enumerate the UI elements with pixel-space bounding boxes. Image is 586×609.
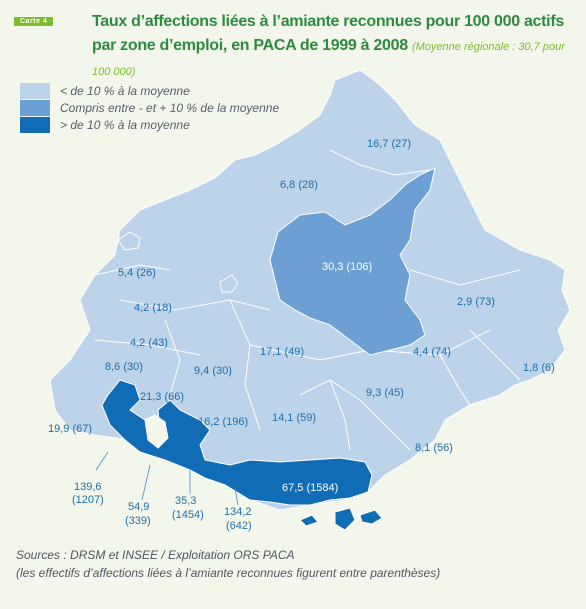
svg-text:8,1 (56): 8,1 (56): [415, 442, 453, 454]
zone-rate: 139,6: [74, 481, 102, 493]
zone-rate: 9,4: [194, 365, 209, 377]
svg-text:1,8 (6): 1,8 (6): [523, 362, 555, 374]
title-text: Taux d’affections liées à l’amiante reco…: [92, 13, 564, 54]
zone-rate: 16,7: [367, 138, 388, 150]
zone-rate: 67,5: [282, 482, 303, 494]
zone-rate: 21,3: [140, 391, 161, 403]
zone-count: (73): [475, 296, 495, 308]
legend-item-average: Compris entre - et + 10 % de la moyenne: [20, 99, 279, 116]
carte-badge: Carte 4: [14, 17, 54, 26]
zone-count: (1207): [72, 494, 104, 506]
zone-count: (339): [125, 515, 151, 527]
svg-text:30,3 (106): 30,3 (106): [322, 261, 372, 273]
svg-text:16,2 (196): 16,2 (196): [198, 416, 248, 428]
zone-rate: 14,1: [272, 412, 293, 424]
svg-text:21,3 (66): 21,3 (66): [140, 391, 184, 403]
zone-rate: 8,6: [105, 361, 120, 373]
zone-rate: 19,9: [48, 423, 69, 435]
zone-rate: 1,8: [523, 362, 538, 374]
zone-borders: [94, 149, 521, 451]
svg-text:4,2 (43): 4,2 (43): [130, 337, 168, 349]
leader-lines: [95, 451, 239, 506]
zone-rate: 5,4: [118, 267, 133, 279]
zone-count: (66): [164, 391, 184, 403]
legend-item-above: > de 10 % à la moyenne: [20, 116, 279, 133]
zone-labels: 16,7 (27) 6,8 (28) 30,3 (106) 5,4 (26) 4…: [48, 138, 555, 532]
sources-footnote: (les effectifs d’affections liées à l’am…: [16, 566, 441, 580]
zone-rate: 35,3: [175, 495, 196, 507]
islet-shape: [117, 231, 141, 251]
zone-count: (1584): [306, 482, 338, 494]
zone-count: (56): [433, 442, 453, 454]
zone-count: (67): [72, 423, 92, 435]
zone-count: (18): [152, 302, 172, 314]
zone-dark-shapes: [101, 379, 383, 531]
zone-rate: 134,2: [224, 506, 252, 518]
zone-count: (27): [391, 138, 411, 150]
zone-count: (59): [296, 412, 316, 424]
zone-rate: 9,3: [366, 387, 381, 399]
legend-swatch-light: [20, 82, 50, 99]
svg-text:19,9 (67): 19,9 (67): [48, 423, 92, 435]
enclave-shape: [219, 274, 239, 293]
zone-rate: 30,3: [322, 261, 343, 273]
zone-count: (28): [298, 179, 318, 191]
svg-text:17,1 (49): 17,1 (49): [260, 346, 304, 358]
etang-de-berre: [144, 414, 169, 449]
svg-text:16,7 (27): 16,7 (27): [367, 138, 411, 150]
sources-note: Sources : DRSM et INSEE / Exploitation O…: [16, 546, 440, 582]
legend-swatch-medium: [20, 99, 50, 116]
zone-count: (26): [136, 267, 156, 279]
svg-text:4,2 (18): 4,2 (18): [134, 302, 172, 314]
zone-count: (49): [284, 346, 304, 358]
zone-count: (45): [384, 387, 404, 399]
zone-medium-shape: [269, 167, 436, 356]
sources-line: Sources : DRSM et INSEE / Exploitation O…: [16, 548, 295, 562]
zone-count: (30): [123, 361, 143, 373]
zone-count: (74): [431, 346, 451, 358]
map-subtitle: (Moyenne régionale : 30,7 pour 100 000): [92, 41, 565, 78]
svg-text:2,9 (73): 2,9 (73): [457, 296, 495, 308]
zone-rate: 54,9: [128, 501, 149, 513]
svg-text:4,4 (74): 4,4 (74): [413, 346, 451, 358]
legend-swatch-dark: [20, 116, 50, 133]
svg-text:6,8 (28): 6,8 (28): [280, 179, 318, 191]
map-title: Taux d’affections liées à l’amiante reco…: [92, 10, 572, 84]
zone-count: (642): [226, 520, 252, 532]
zone-rate: 4,4: [413, 346, 428, 358]
zone-count: (106): [346, 261, 372, 273]
zone-count: (43): [148, 337, 168, 349]
zone-count: (196): [222, 416, 248, 428]
zone-rate: 4,2: [130, 337, 145, 349]
zone-rate: 6,8: [280, 179, 295, 191]
legend: < de 10 % à la moyenne Compris entre - e…: [20, 82, 279, 133]
zone-rate: 17,1: [260, 346, 281, 358]
zone-rate: 4,2: [134, 302, 149, 314]
svg-text:9,4 (30): 9,4 (30): [194, 365, 232, 377]
zone-count: (6): [541, 362, 554, 374]
zone-count: (30): [212, 365, 232, 377]
zone-rate: 16,2: [198, 416, 219, 428]
svg-text:14,1 (59): 14,1 (59): [272, 412, 316, 424]
legend-label-average: Compris entre - et + 10 % de la moyenne: [60, 100, 280, 115]
legend-label-above: > de 10 % à la moyenne: [60, 117, 190, 132]
legend-label-below: < de 10 % à la moyenne: [60, 83, 190, 98]
legend-item-below: < de 10 % à la moyenne: [20, 82, 279, 99]
svg-text:5,4 (26): 5,4 (26): [118, 267, 156, 279]
zone-rate: 2,9: [457, 296, 472, 308]
svg-text:9,3 (45): 9,3 (45): [366, 387, 404, 399]
svg-text:8,6 (30): 8,6 (30): [105, 361, 143, 373]
zone-rate: 8,1: [415, 442, 430, 454]
svg-text:67,5 (1584): 67,5 (1584): [282, 482, 338, 494]
zone-count: (1454): [172, 509, 204, 521]
